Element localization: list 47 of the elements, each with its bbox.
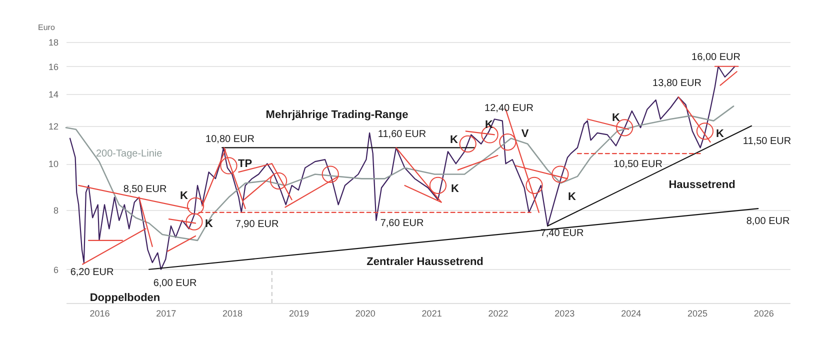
x-tick-label: 2025 [687,308,708,318]
series-label: 200-Tage-Linie [96,148,163,160]
annotation: Doppelboden [90,292,160,304]
y-tick-label: 14 [48,90,58,100]
x-tick-label: 2026 [754,308,774,318]
annotation: 7,60 EUR [380,218,424,229]
annotation: 11,50 EUR [742,136,792,147]
x-tick-label: 2021 [422,308,442,318]
x-tick-label: 2016 [90,308,110,318]
y-tick-label: 16 [48,62,58,72]
annotation: 12,40 EUR [484,103,534,114]
annotation: TP [238,158,252,170]
annotation: 10,80 EUR [206,134,254,145]
annotation: 6,00 EUR [153,278,197,289]
y-tick-label: 12 [48,121,58,132]
annotation: 7,40 EUR [540,228,584,239]
annotation: 10,50 EUR [614,159,662,170]
annotation: K [612,112,620,124]
annotation: K [451,183,460,195]
annotation: Mehrjährige Trading-Range [266,109,408,121]
annotation: 16,00 EUR [692,52,740,63]
y-tick-label: 8 [53,205,58,216]
annotation: K [568,191,576,203]
annotation: K [716,128,724,140]
annotation: 7,90 EUR [235,219,279,230]
annotation: K [180,190,188,202]
x-tick-label: 2019 [288,308,309,318]
y-axis-title: Euro [38,23,56,32]
annotation: Zentraler Haussetrend [366,256,484,268]
annotation: Haussetrend [668,179,736,191]
annotation: V [521,128,530,140]
x-tick-label: 2018 [222,308,243,318]
annotation: K [450,134,458,146]
annotation: K [205,218,214,230]
x-tick-label: 2022 [488,308,508,318]
annotation: 11,60 EUR [378,129,426,140]
annotation: 8,50 EUR [123,184,167,195]
x-tick-label: 2017 [156,308,176,318]
annotation: 13,80 EUR [652,78,702,89]
x-tick-label: 2023 [554,308,575,318]
annotation: 8,00 EUR [746,216,790,227]
x-tick-label: 2024 [621,308,642,318]
y-tick-label: 18 [48,38,58,48]
annotation: 6,20 EUR [70,267,114,278]
y-tick-label: 10 [48,159,58,170]
x-tick-label: 2020 [355,308,376,318]
y-tick-label: 6 [53,264,58,275]
